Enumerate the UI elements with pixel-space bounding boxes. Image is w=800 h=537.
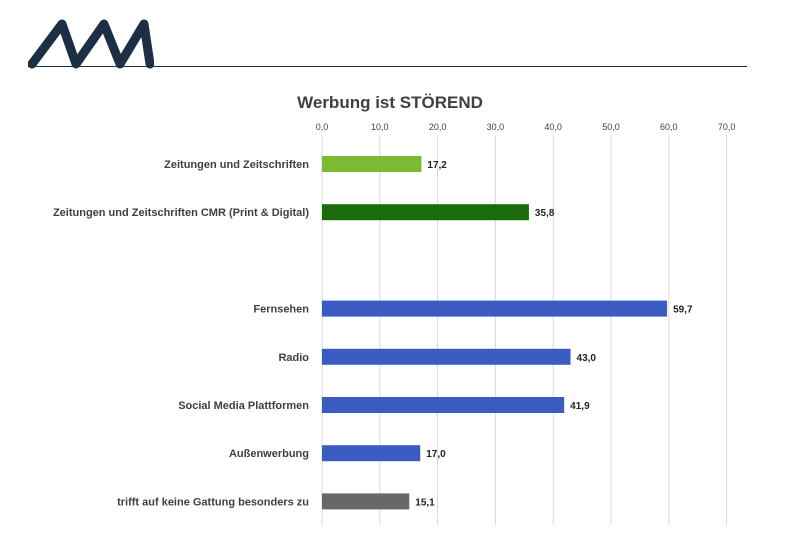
bars: Zeitungen und Zeitschriften 17,2 Zeitungen…	[53, 156, 693, 510]
x-tick-label: 10,0	[371, 122, 389, 132]
category-label: trifft auf keine Gattung besonders zu	[117, 496, 309, 508]
x-tick-label: 50,0	[602, 122, 620, 132]
x-tick-label: 20,0	[429, 122, 447, 132]
bar	[322, 445, 421, 462]
category-label: Zeitungen und Zeitschriften	[164, 159, 309, 171]
bar-value-label: 43,0	[577, 353, 597, 364]
category-label: Social Media Plattformen	[178, 400, 309, 412]
bar-value-label: 35,8	[535, 208, 555, 219]
header-rule	[28, 66, 747, 67]
x-tick-label: 40,0	[544, 122, 562, 132]
bar	[322, 156, 422, 172]
x-tick-label: 0,0	[316, 122, 329, 132]
bar	[322, 300, 668, 317]
bar	[322, 493, 410, 510]
category-label: Fernsehen	[253, 304, 309, 316]
x-axis-ticks: 0,0 10,0 20,0 30,0 40,0 50,0 60,0 70,0	[316, 122, 736, 132]
category-label: Zeitungen und Zeitschriften CMR (Print &…	[53, 207, 309, 219]
bar-value-label: 59,7	[673, 305, 693, 316]
bar	[322, 348, 571, 365]
bar-value-label: 17,0	[426, 449, 446, 460]
bar	[322, 397, 565, 413]
bar-value-label: 41,9	[570, 401, 590, 412]
grid-lines	[321, 135, 728, 525]
category-label: Radio	[278, 352, 309, 364]
bar-value-label: 17,2	[427, 160, 447, 171]
x-tick-label: 70,0	[718, 122, 736, 132]
x-tick-label: 30,0	[487, 122, 505, 132]
bar	[322, 204, 529, 221]
category-label: Außenwerbung	[229, 448, 309, 460]
ma-logo	[28, 19, 154, 69]
bar-value-label: 15,1	[415, 497, 435, 508]
x-tick-label: 60,0	[660, 122, 678, 132]
chart-title: Werbung ist STÖREND	[297, 93, 483, 112]
